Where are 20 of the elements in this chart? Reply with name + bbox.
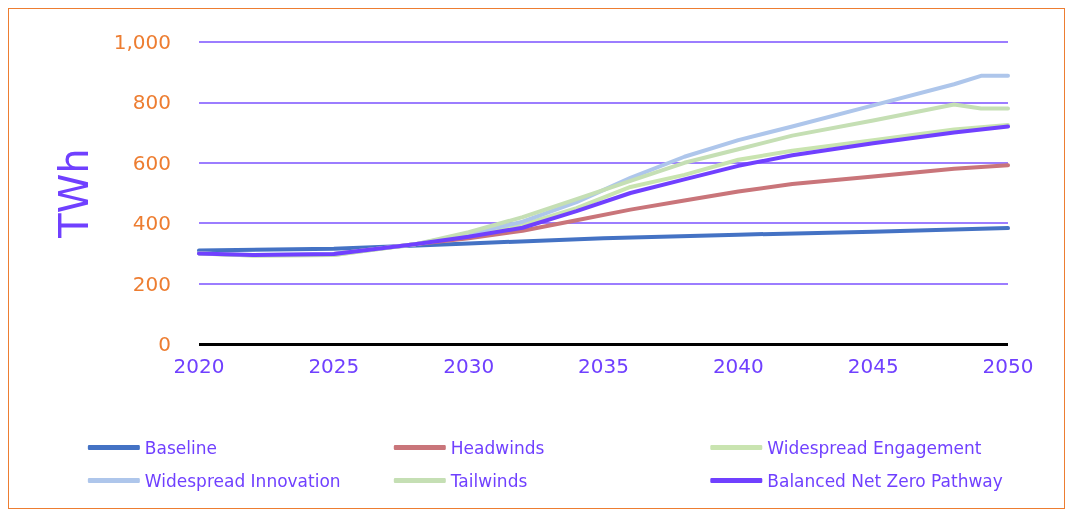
- legend-label: Tailwinds: [449, 470, 528, 491]
- legend-label: Headwinds: [450, 437, 545, 458]
- y-tick-label: 600: [132, 150, 171, 175]
- x-tick-label: 2035: [578, 354, 629, 378]
- y-tick-label: 200: [132, 271, 171, 296]
- x-tick-label: 2045: [847, 354, 899, 378]
- x-tick-label: 2030: [443, 354, 495, 378]
- x-tick-label: 2025: [308, 354, 360, 378]
- y-tick-label: 400: [132, 211, 171, 236]
- y-tick-label: 1,000: [113, 30, 171, 54]
- legend-label: Widespread Innovation: [144, 470, 341, 491]
- legend-label: Widespread Engagement: [767, 437, 982, 458]
- x-tick-label: 2050: [982, 354, 1034, 378]
- y-tick-label: 0: [158, 332, 171, 356]
- y-axis-title: TWh: [51, 148, 97, 239]
- y-tick-label: 800: [132, 90, 171, 115]
- x-tick-label: 2020: [173, 354, 225, 378]
- x-tick-label: 2040: [712, 354, 764, 378]
- legend-label: Baseline: [144, 437, 217, 458]
- legend-label: Balanced Net Zero Pathway: [767, 470, 1003, 491]
